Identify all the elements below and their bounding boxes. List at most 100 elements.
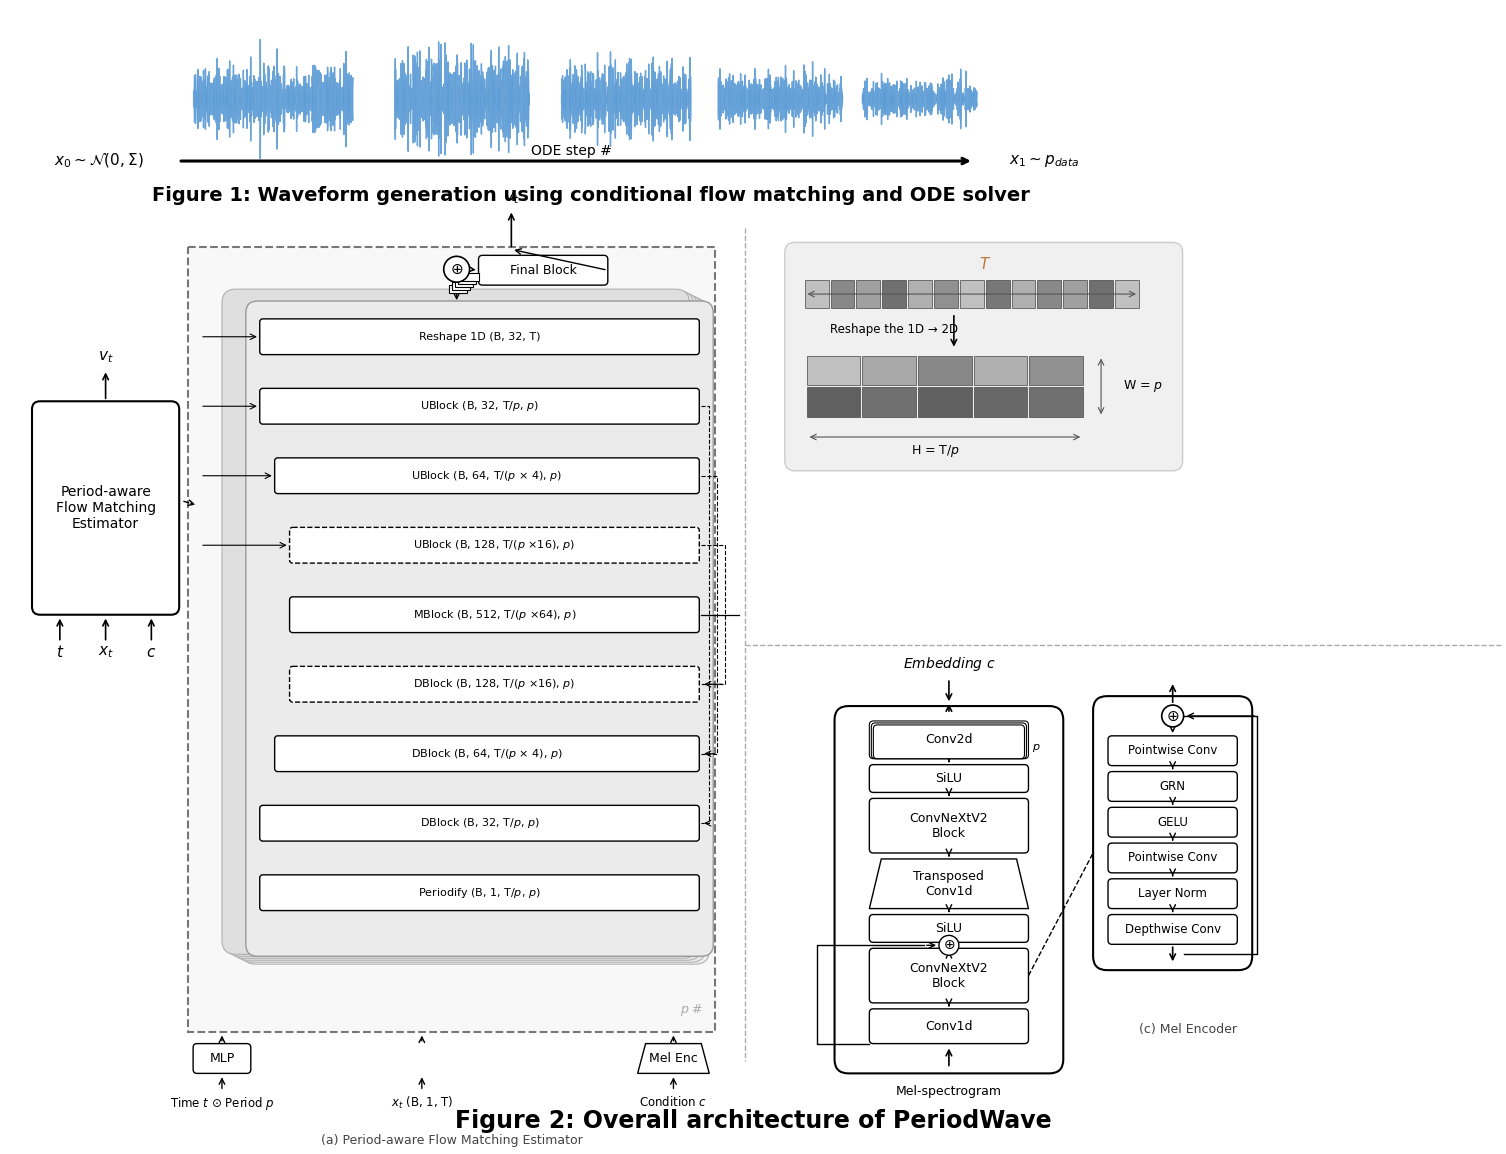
FancyBboxPatch shape — [1108, 808, 1238, 837]
Bar — [1038, 280, 1062, 308]
Text: MBlock (B, 512, T/($p$ ×64), $p$): MBlock (B, 512, T/($p$ ×64), $p$) — [413, 608, 577, 622]
Text: $v_t$: $v_t$ — [503, 190, 520, 205]
Text: ConvNeXtV2
Block: ConvNeXtV2 Block — [910, 961, 988, 990]
FancyBboxPatch shape — [289, 666, 699, 702]
FancyBboxPatch shape — [869, 799, 1029, 853]
Text: Periodify (B, 1, T/$p$, $p$): Periodify (B, 1, T/$p$, $p$) — [419, 886, 541, 900]
Text: MLP: MLP — [209, 1052, 235, 1065]
Text: Embedding $c$: Embedding $c$ — [902, 655, 995, 674]
Text: DBlock (B, 128, T/($p$ ×16), $p$): DBlock (B, 128, T/($p$ ×16), $p$) — [413, 677, 575, 691]
Bar — [908, 280, 932, 308]
FancyBboxPatch shape — [289, 527, 699, 563]
FancyBboxPatch shape — [785, 242, 1182, 471]
Bar — [455, 279, 473, 287]
Text: Figure 2: Overall architecture of PeriodWave: Figure 2: Overall architecture of Period… — [455, 1109, 1051, 1133]
Text: $x_t$ (B, 1, T): $x_t$ (B, 1, T) — [390, 1095, 453, 1111]
FancyBboxPatch shape — [869, 765, 1029, 793]
Text: Final Block: Final Block — [509, 264, 577, 277]
Text: GRN: GRN — [1160, 780, 1185, 793]
Bar — [1012, 280, 1036, 308]
Text: $t$: $t$ — [56, 644, 65, 660]
Bar — [986, 280, 1009, 308]
Bar — [807, 355, 860, 385]
Polygon shape — [869, 859, 1029, 908]
Bar — [804, 280, 828, 308]
Text: T: T — [979, 257, 988, 272]
Text: $x_t$: $x_t$ — [98, 645, 113, 660]
Circle shape — [1161, 705, 1184, 727]
FancyBboxPatch shape — [259, 389, 699, 425]
Bar — [919, 388, 971, 417]
Text: Time $t$ $\odot$ Period $p$: Time $t$ $\odot$ Period $p$ — [170, 1095, 274, 1112]
FancyBboxPatch shape — [869, 1009, 1029, 1043]
Text: DBlock (B, 32, T/$p$, $p$): DBlock (B, 32, T/$p$, $p$) — [420, 816, 539, 830]
FancyBboxPatch shape — [1108, 879, 1238, 908]
Text: ConvNeXtV2
Block: ConvNeXtV2 Block — [910, 811, 988, 840]
Bar — [974, 388, 1027, 417]
Bar — [857, 280, 881, 308]
Bar — [1030, 355, 1083, 385]
Polygon shape — [637, 1043, 709, 1073]
FancyBboxPatch shape — [1108, 844, 1238, 872]
Bar — [959, 280, 983, 308]
FancyBboxPatch shape — [479, 255, 608, 285]
FancyBboxPatch shape — [233, 295, 702, 960]
FancyBboxPatch shape — [274, 458, 699, 494]
Text: Layer Norm: Layer Norm — [1139, 887, 1208, 900]
FancyBboxPatch shape — [1108, 914, 1238, 944]
FancyBboxPatch shape — [238, 297, 705, 962]
Text: Period-aware
Flow Matching
Estimator: Period-aware Flow Matching Estimator — [56, 485, 155, 531]
Text: Conv2d: Conv2d — [925, 733, 973, 747]
FancyBboxPatch shape — [221, 290, 690, 954]
Text: Transposed
Conv1d: Transposed Conv1d — [914, 870, 985, 898]
Text: $\oplus$: $\oplus$ — [1166, 709, 1179, 724]
Text: (c) Mel Encoder: (c) Mel Encoder — [1139, 1024, 1236, 1036]
FancyBboxPatch shape — [873, 725, 1024, 758]
FancyBboxPatch shape — [193, 1043, 252, 1073]
Text: GELU: GELU — [1157, 816, 1188, 829]
FancyBboxPatch shape — [872, 722, 1027, 758]
Text: UBlock (B, 128, T/($p$ ×16), $p$): UBlock (B, 128, T/($p$ ×16), $p$) — [414, 538, 575, 553]
Text: Pointwise Conv: Pointwise Conv — [1128, 744, 1217, 757]
Text: SiLU: SiLU — [935, 922, 962, 935]
Bar — [449, 285, 467, 293]
Text: (a) Period-aware Flow Matching Estimator: (a) Period-aware Flow Matching Estimator — [321, 1134, 583, 1147]
Text: W = $p$: W = $p$ — [1123, 379, 1163, 395]
Text: DBlock (B, 64, T/($p$ × 4), $p$): DBlock (B, 64, T/($p$ × 4), $p$) — [411, 747, 563, 760]
Bar — [807, 388, 860, 417]
Text: $p$ #: $p$ # — [679, 1002, 703, 1018]
FancyBboxPatch shape — [32, 402, 179, 615]
Text: $x_0 \sim \mathcal{N}(0,\Sigma)$: $x_0 \sim \mathcal{N}(0,\Sigma)$ — [54, 152, 143, 171]
Text: $p$: $p$ — [1032, 742, 1041, 754]
Text: $\oplus$: $\oplus$ — [943, 938, 955, 952]
Text: $c$: $c$ — [146, 645, 157, 660]
FancyBboxPatch shape — [1093, 696, 1251, 971]
Bar — [883, 280, 907, 308]
Text: Reshape the 1D → 2D: Reshape the 1D → 2D — [830, 323, 958, 336]
Text: UBlock (B, 32, T/$p$, $p$): UBlock (B, 32, T/$p$, $p$) — [420, 399, 539, 413]
Bar — [1030, 388, 1083, 417]
FancyBboxPatch shape — [259, 319, 699, 354]
Text: Figure 1: Waveform generation using conditional flow matching and ODE solver: Figure 1: Waveform generation using cond… — [152, 186, 1030, 205]
Bar — [974, 355, 1027, 385]
Bar — [863, 388, 916, 417]
Text: Mel-spectrogram: Mel-spectrogram — [896, 1085, 1001, 1097]
Circle shape — [938, 936, 959, 956]
Text: Conv1d: Conv1d — [925, 1020, 973, 1033]
FancyBboxPatch shape — [289, 597, 699, 632]
Text: Pointwise Conv: Pointwise Conv — [1128, 852, 1217, 864]
FancyBboxPatch shape — [242, 299, 709, 965]
FancyBboxPatch shape — [869, 949, 1029, 1003]
Bar — [1114, 280, 1139, 308]
Bar — [452, 282, 470, 290]
Text: Reshape 1D (B, 32, T): Reshape 1D (B, 32, T) — [419, 331, 541, 342]
Bar — [1089, 280, 1113, 308]
FancyBboxPatch shape — [226, 291, 693, 957]
Bar — [919, 355, 971, 385]
FancyBboxPatch shape — [1108, 736, 1238, 765]
Text: Condition $c$: Condition $c$ — [640, 1095, 708, 1109]
Text: Mel Enc: Mel Enc — [649, 1052, 697, 1065]
Bar — [461, 273, 479, 282]
FancyBboxPatch shape — [869, 721, 1029, 758]
Text: $x_1 \sim p_{data}$: $x_1 \sim p_{data}$ — [1009, 153, 1078, 168]
